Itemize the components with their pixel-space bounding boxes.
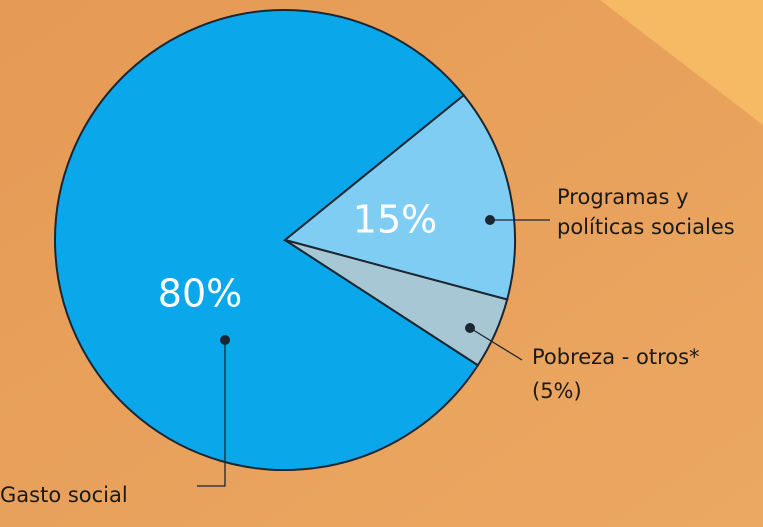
value-label: (5%): [532, 379, 582, 403]
leader-dot: [485, 215, 495, 225]
value-label: 15%: [353, 198, 437, 242]
leader-line: [469, 327, 523, 361]
leader-line: [197, 340, 226, 487]
pie-slice: [282, 93, 516, 301]
pie-slice: [54, 9, 480, 471]
category-label: Programas y políticas sociales: [557, 185, 735, 239]
value-label: 80%: [158, 272, 242, 316]
category-label: Pobreza - otros*: [532, 345, 700, 369]
corner-decoration: [600, 0, 763, 125]
pie-slice: [284, 239, 509, 367]
category-label: Gasto social: [0, 483, 128, 507]
leader-dot: [465, 323, 475, 333]
leader-dot: [220, 335, 230, 345]
